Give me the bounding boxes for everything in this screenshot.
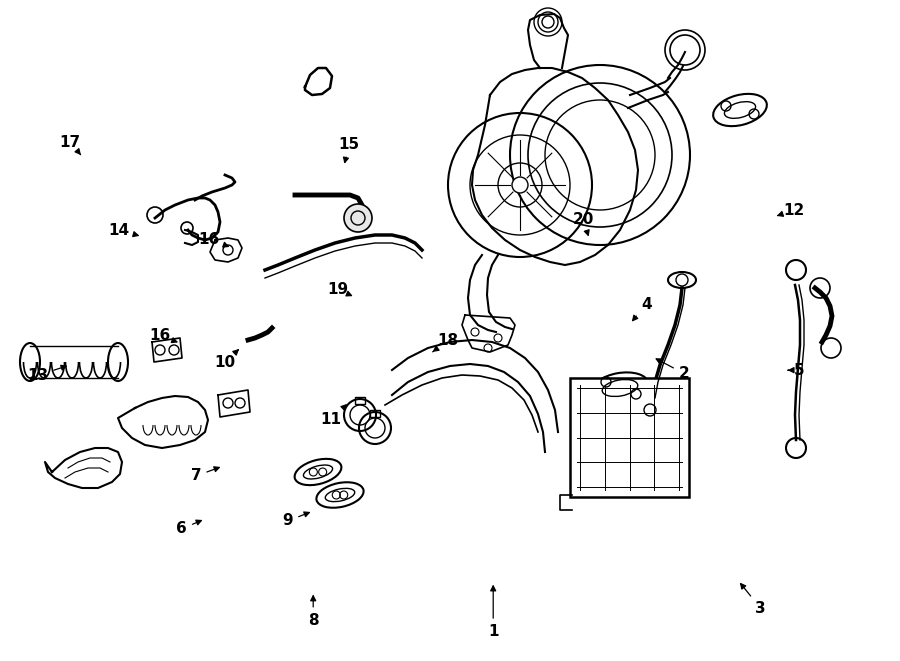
Text: 14: 14: [108, 223, 139, 237]
FancyBboxPatch shape: [570, 378, 689, 497]
Text: 16: 16: [149, 329, 177, 343]
Text: 11: 11: [320, 405, 346, 427]
Text: 18: 18: [433, 333, 459, 352]
Polygon shape: [392, 340, 558, 452]
Text: 1: 1: [488, 586, 499, 639]
Polygon shape: [305, 68, 332, 95]
Text: 4: 4: [633, 297, 652, 321]
Text: 13: 13: [27, 366, 67, 383]
Text: 10: 10: [214, 350, 238, 369]
Text: 20: 20: [572, 212, 594, 235]
Text: 2: 2: [656, 359, 689, 381]
Text: 17: 17: [59, 135, 81, 155]
Text: 15: 15: [338, 137, 360, 163]
Text: 9: 9: [283, 512, 310, 528]
Polygon shape: [45, 448, 122, 488]
Polygon shape: [152, 338, 182, 362]
Polygon shape: [118, 396, 208, 448]
Text: 12: 12: [778, 203, 805, 217]
Polygon shape: [534, 20, 568, 68]
Text: 3: 3: [741, 584, 766, 615]
Text: 16: 16: [198, 232, 229, 247]
Text: 19: 19: [327, 282, 352, 297]
Circle shape: [344, 204, 372, 232]
Polygon shape: [218, 390, 250, 417]
Polygon shape: [462, 315, 515, 352]
Polygon shape: [210, 238, 242, 262]
Circle shape: [512, 177, 528, 193]
Text: 5: 5: [788, 363, 805, 377]
Text: 7: 7: [191, 467, 220, 483]
Polygon shape: [472, 68, 638, 265]
Text: 6: 6: [176, 520, 202, 536]
Text: 8: 8: [308, 596, 319, 627]
